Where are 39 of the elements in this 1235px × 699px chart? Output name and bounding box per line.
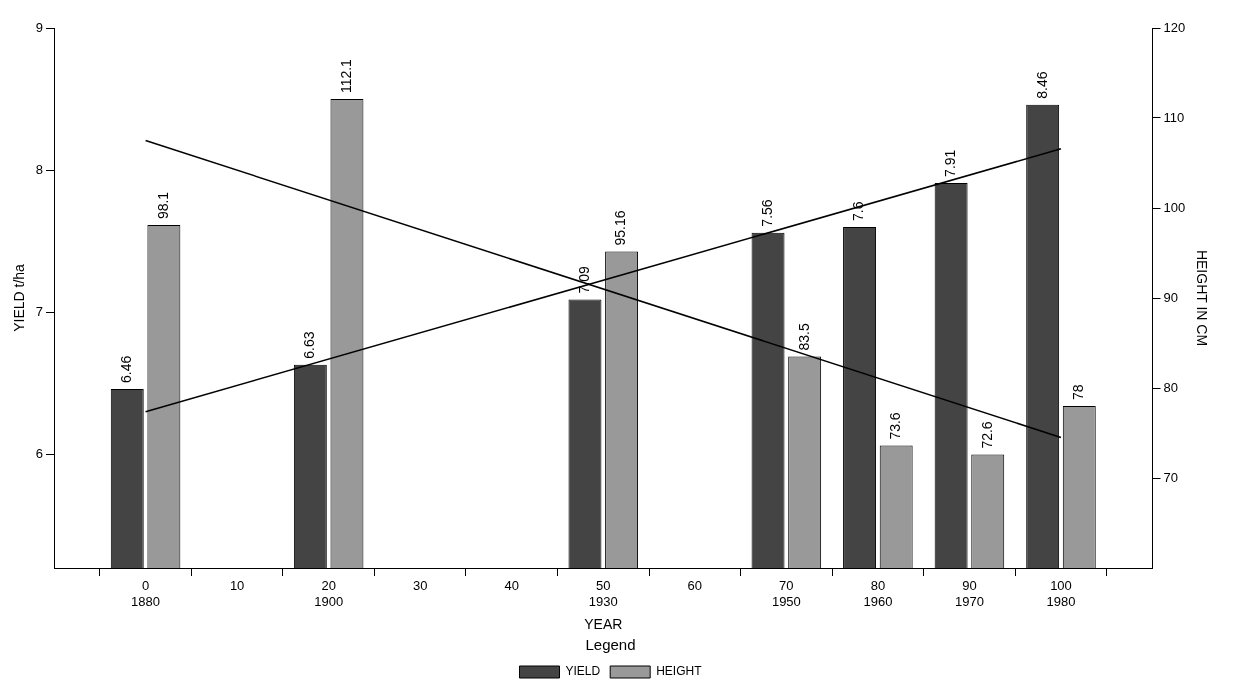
x-tick-label: 0 1880 <box>131 578 161 609</box>
y2-axis-title: HEIGHT IN CM <box>1193 249 1210 347</box>
data-label: 98.1 <box>154 191 171 220</box>
y2-tick-label: 70 <box>1163 469 1178 485</box>
legend-title: Legend <box>585 635 636 653</box>
data-label: 112.1 <box>337 58 354 94</box>
x-tick-label: 70 1950 <box>771 578 801 609</box>
x-tick-label: 20 1900 <box>314 578 344 609</box>
x-tick-label: 40 <box>504 578 519 594</box>
x-axis-title: YEAR <box>584 616 623 633</box>
y2-tick-label: 110 <box>1163 109 1185 125</box>
data-label: 72.6 <box>978 421 995 449</box>
x-tick-label: 80 1960 <box>863 578 893 609</box>
x-tick-label: 90 1970 <box>954 578 984 609</box>
data-label: 7.56 <box>758 199 775 227</box>
legend-label: YIELD <box>565 664 601 679</box>
x-tick-label: 30 <box>412 578 428 594</box>
legend-label: HEIGHT <box>656 664 703 679</box>
data-label: 6.63 <box>301 331 318 359</box>
y2-tick-label: 120 <box>1163 19 1186 35</box>
y2-tick-label: 90 <box>1163 289 1178 305</box>
x-tick-label: 10 <box>229 578 245 594</box>
y-axis-title: YIELD t/ha <box>11 263 28 332</box>
data-label: 6.46 <box>118 355 135 383</box>
y2-tick-label: 100 <box>1163 199 1186 215</box>
y-tick-label: 8 <box>35 161 44 177</box>
x-tick-label: 100 1980 <box>1046 578 1076 609</box>
data-label: 8.46 <box>1033 71 1050 99</box>
x-tick-label: 60 <box>687 578 703 594</box>
y-tick-label: 9 <box>35 19 44 35</box>
data-label: 78 <box>1070 384 1087 400</box>
y2-tick-label: 80 <box>1163 379 1178 395</box>
y-tick-label: 7 <box>35 303 44 319</box>
data-label: 95.16 <box>612 210 629 246</box>
data-label: 7.91 <box>941 149 958 177</box>
x-tick-label: 50 1930 <box>588 578 618 609</box>
data-label: 73.6 <box>887 412 904 440</box>
data-label: 83.5 <box>795 323 812 351</box>
y-tick-label: 6 <box>35 445 44 461</box>
